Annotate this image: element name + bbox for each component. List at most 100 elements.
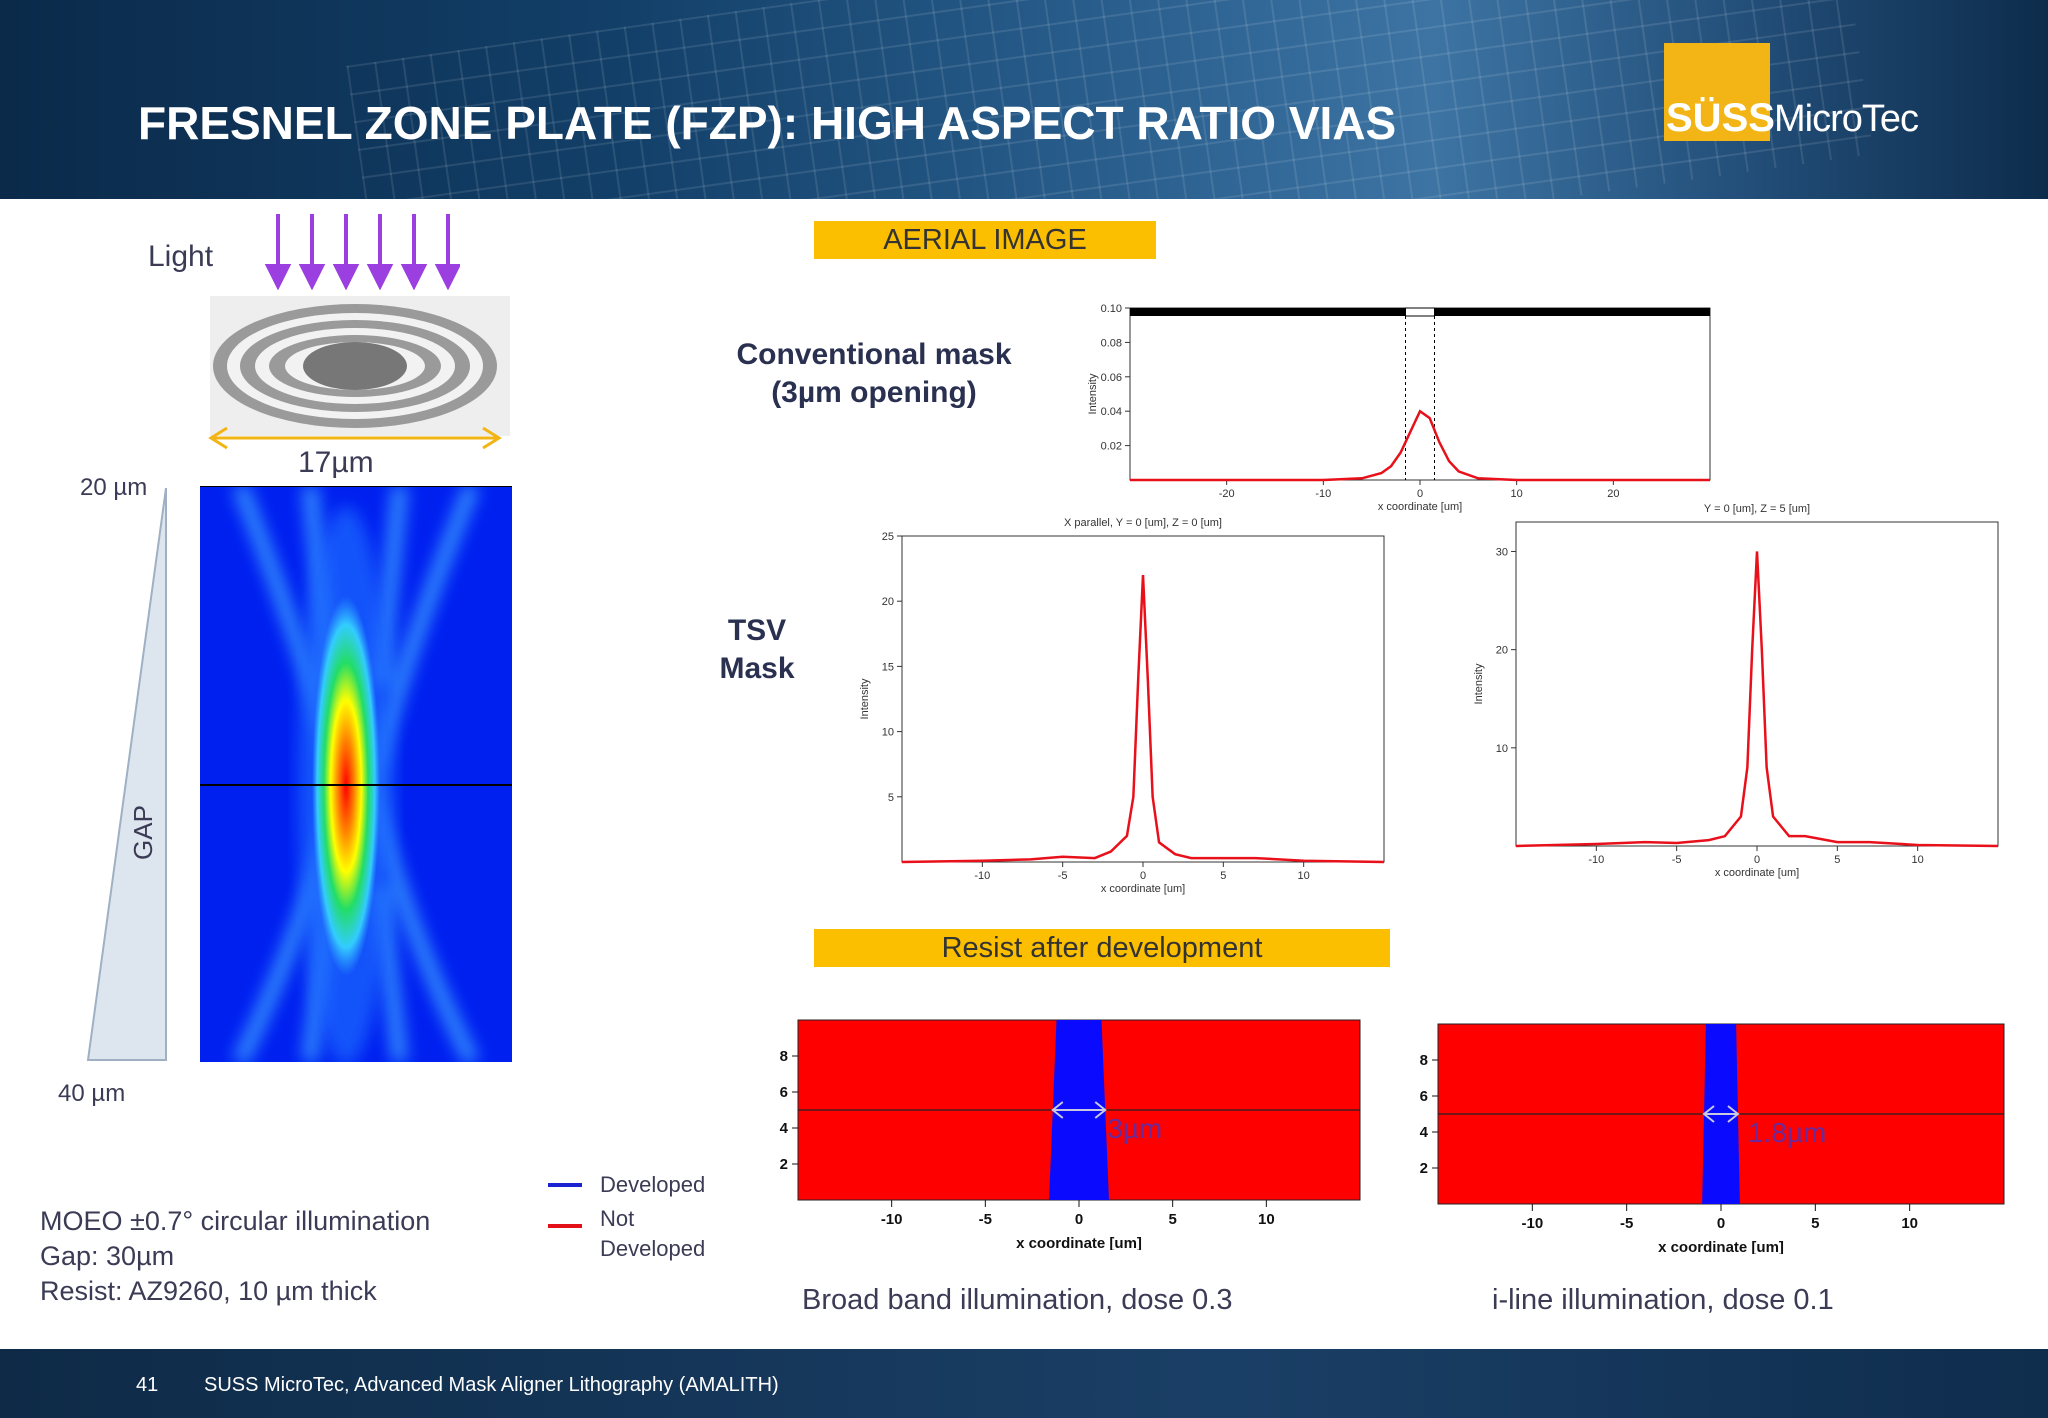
y-tick-label: 20 [882,596,894,608]
x-tick-label: 10 [1901,1215,1918,1232]
y-tick-label: 0.10 [1101,303,1122,315]
y-tick-label: 2 [1420,1160,1428,1177]
chart-tsv-left: -10 -5 0 5 10 5 10 15 20 25 x coordinate [um] Inten… [859,517,1385,895]
x-axis-label: x coordinate [um] [1658,1239,1784,1254]
x-tick-label: -5 [979,1211,992,1228]
x-axis-label: x coordinate [um] [1016,1235,1142,1250]
page-number: 41 [136,1374,159,1396]
x-tick-label: 0 [1754,854,1760,866]
gap-bottom-label: 40 µm [58,1080,126,1107]
chart-title: X parallel, Y = 0 [um], Z = 0 [um] [1064,517,1222,529]
x-tick-label: 10 [1511,488,1523,500]
legend-not-developed-label: Not Developed [600,1206,706,1261]
x-tick-label: -20 [1219,488,1235,500]
x-tick-label: 0 [1075,1211,1083,1228]
page-title: FRESNEL ZONE PLATE (FZP): HIGH ASPECT RA… [138,97,1397,149]
mask-opening [1405,307,1435,317]
chart-tsv-right: -10 -5 0 5 10 10 20 30 x coordinate [um] Intensit… [1473,503,1999,879]
gap-wedge [86,488,167,1061]
x-tick-label: 0 [1717,1215,1725,1232]
footer-text: SUSS MicroTec, Advanced Mask Aligner Lit… [204,1374,779,1396]
illumination-notes: MOEO ±0.7° circular illumination Gap: 30… [40,1204,430,1309]
caption-iline: i-line illumination, dose 0.1 [1492,1284,1834,1316]
tsv-mask-label: TSV Mask [719,614,795,685]
arrow-head-right [1727,1105,1740,1123]
x-tick-label: 5 [1834,854,1840,866]
y-tick-label: 5 [888,792,894,804]
y-axis-label: Intensity [1473,663,1485,704]
opening-width-label: 3µm [1107,1113,1162,1144]
arrow-head-left [1702,1105,1715,1123]
arrow-head-left [1051,1101,1064,1119]
x-tick-label: 10 [1912,854,1924,866]
y-tick-label: 0.02 [1101,441,1122,453]
y-tick-label: 4 [1420,1124,1429,1141]
arrow-head-right [1094,1101,1107,1119]
x-tick-label: 5 [1220,870,1226,882]
note-illumination: MOEO ±0.7° circular illumination [40,1206,431,1236]
x-tick-label: -10 [1315,488,1331,500]
chart-conventional-mask: -20 -10 0 10 20 0.02 0.04 0.06 0.08 0.10 x coordin… [1087,303,1711,513]
x-tick-label: 0 [1140,870,1146,882]
y-tick-label: 6 [1420,1088,1428,1105]
width-arrow-icon [208,426,502,450]
intensity-curve [1515,551,1999,848]
chart-resist-iline: 1.8µm -10 -5 0 5 10 2 4 6 8 x coordinate [um] [1420,1023,2005,1254]
legend-not-developed-swatch [548,1224,582,1228]
x-tick-label: -10 [1588,854,1604,866]
y-tick-label: 30 [1496,546,1508,558]
logo-suss: SÜSS [1666,96,1775,140]
intensity-curve [901,575,1385,864]
y-tick-label: 25 [882,531,894,543]
opening-width-label: 1.8µm [1748,1117,1826,1148]
legend-developed-label: Developed [600,1172,706,1197]
y-tick-label: 0.08 [1101,337,1122,349]
y-tick-label: 0.06 [1101,372,1122,384]
x-tick-label: 10 [1298,870,1310,882]
y-tick-label: 8 [1420,1052,1428,1069]
width-label: 17µm [298,446,374,479]
note-gap: Gap: 30µm [40,1241,175,1271]
x-tick-label: 5 [1811,1215,1819,1232]
y-tick-label: 10 [1496,743,1508,755]
x-tick-label: -10 [974,870,990,882]
x-tick-label: 0 [1417,488,1423,500]
logo-microtec: MicroTec [1774,98,1919,140]
y-tick-label: 20 [1496,645,1508,657]
y-tick-label: 0.04 [1101,406,1122,418]
y-tick-label: 8 [780,1048,788,1065]
legend-developed-swatch [548,1183,582,1187]
logo-box [1664,43,1770,141]
y-tick-label: 6 [780,1084,788,1101]
y-axis-label: Intensity [1087,373,1099,414]
caption-broadband: Broad band illumination, dose 0.3 [802,1284,1233,1316]
y-tick-label: 10 [882,727,894,739]
x-tick-label: -10 [1521,1215,1543,1232]
x-axis-label: x coordinate [um] [1101,883,1185,895]
resist-label: Resist after development [814,929,1390,967]
plot-frame [1129,307,1711,481]
gap-label: GAP [128,805,158,860]
y-axis-label: Intensity [859,678,871,719]
note-resist: Resist: AZ9260, 10 µm thick [40,1276,377,1306]
gap-top-label: 20 µm [80,474,148,501]
intensity-map [200,486,512,1062]
x-tick-label: -5 [1058,870,1068,882]
x-axis-label: x coordinate [um] [1715,867,1799,879]
intensity-curve [1130,409,1710,482]
x-tick-label: 5 [1168,1211,1176,1228]
x-tick-label: -5 [1620,1215,1633,1232]
x-tick-label: 10 [1258,1211,1275,1228]
y-tick-label: 15 [882,661,894,673]
fresnel-zone-plate-icon [210,296,510,436]
x-axis-label: x coordinate [um] [1378,501,1462,513]
chart-title: Y = 0 [um], Z = 5 [um] [1704,503,1810,515]
conventional-mask-label: Conventional mask (3µm opening) [736,338,1012,409]
footer-bar [0,1349,2048,1418]
x-tick-label: -10 [881,1211,903,1228]
light-label: Light [148,240,214,273]
light-arrows-icon [264,214,460,290]
chart-resist-broadband: 3µm -10 -5 0 5 10 2 4 6 8 x coordinate [um] [780,1019,1361,1250]
x-tick-label: -5 [1672,854,1682,866]
x-tick-label: 20 [1607,488,1619,500]
